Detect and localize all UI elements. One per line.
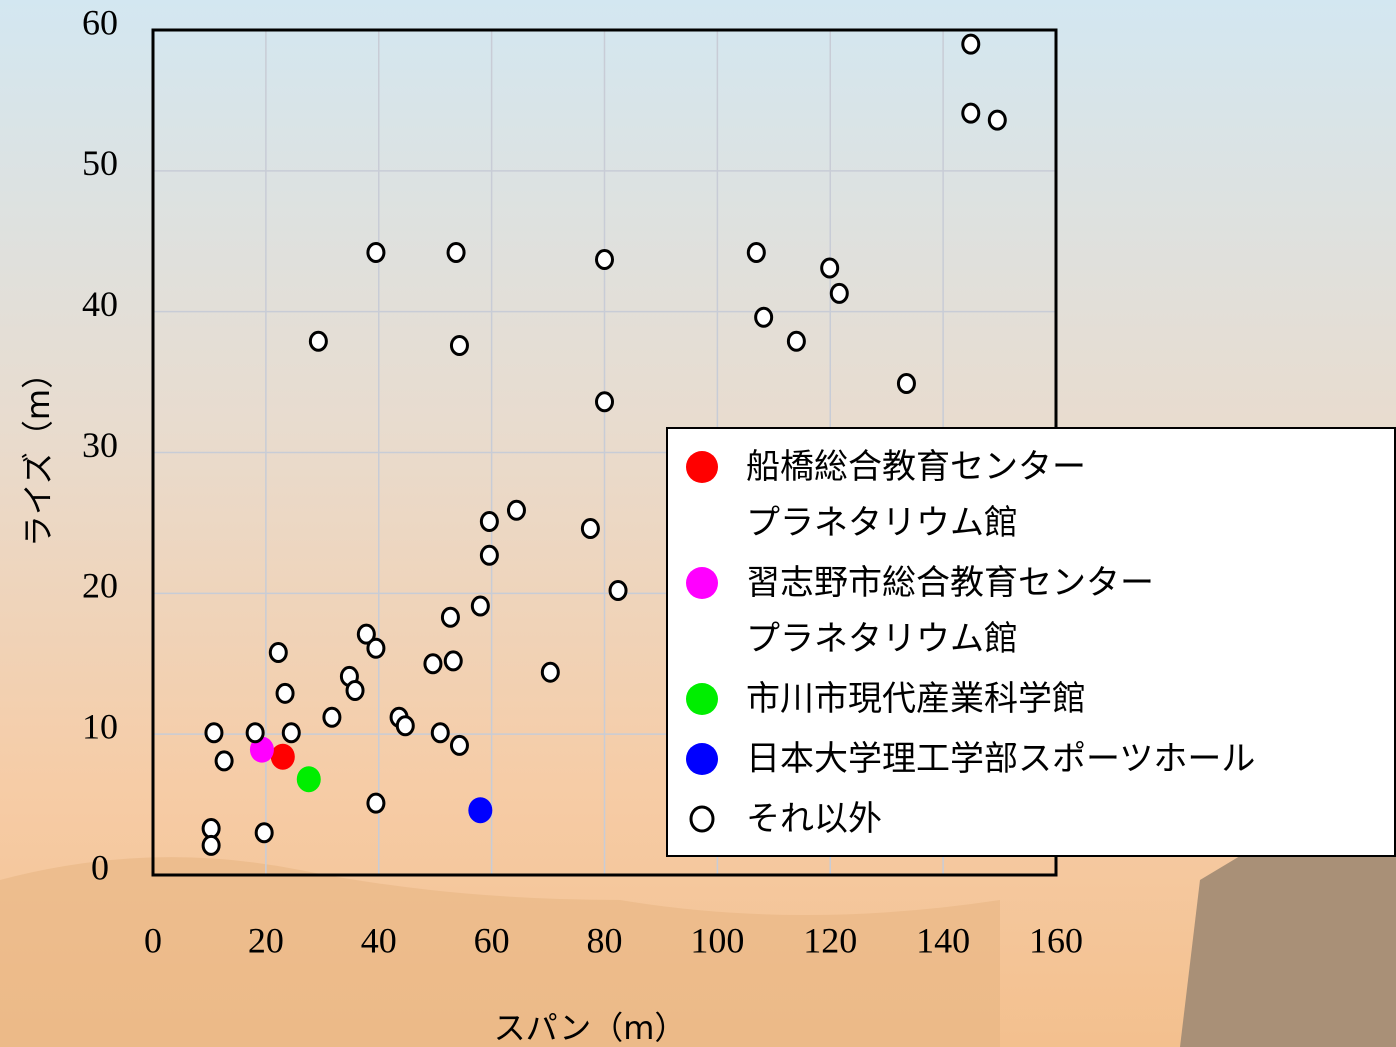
- x-tick-label: 160: [1029, 920, 1083, 960]
- data-point: [820, 257, 840, 279]
- legend-marker: [686, 567, 718, 599]
- data-point: [987, 109, 1007, 131]
- data-point: [201, 834, 221, 856]
- x-axis-title: スパン（m）: [494, 1009, 687, 1047]
- legend-label: 市川市現代産業科学館: [746, 679, 1086, 719]
- data-point: [214, 750, 234, 772]
- legend-entry: 日本大学理工学部スポーツホール: [682, 731, 1374, 787]
- legend-swatch: [686, 683, 718, 715]
- data-point: [395, 715, 415, 737]
- legend-marker: [686, 683, 718, 715]
- data-point: [608, 580, 628, 602]
- legend-label: それ以外: [746, 799, 882, 839]
- plot: 0 20 40 60 80 100 120 140 160 0 10 20 30 40 50 60: [82, 2, 1083, 960]
- data-point: [746, 242, 766, 264]
- legend-marker: [686, 743, 718, 775]
- x-tick-label: 40: [361, 920, 397, 960]
- y-axis-title: ライズ（m）: [19, 357, 57, 547]
- legend-label: 船橋総合教育センター プラネタリウム館: [746, 447, 1086, 543]
- data-point: [322, 706, 342, 728]
- legend-entry: 市川市現代産業科学館: [682, 671, 1374, 727]
- y-tick-label: 30: [82, 425, 118, 465]
- y-tick-label: 0: [91, 847, 109, 887]
- data-point: [580, 518, 600, 540]
- y-tick-label: 50: [82, 143, 118, 183]
- x-tick-label: 100: [690, 920, 744, 960]
- legend-swatch: [689, 805, 715, 833]
- data-point: [896, 372, 916, 394]
- data-point: [245, 722, 265, 744]
- data-point: [254, 822, 274, 844]
- data-point: [595, 249, 614, 271]
- legend-swatch: [686, 567, 718, 599]
- data-point: [308, 330, 328, 352]
- data-point: [961, 33, 981, 55]
- x-tick-label: 140: [916, 920, 970, 960]
- y-tick-label: 20: [82, 566, 118, 606]
- background-hill: [0, 857, 1000, 1047]
- data-point: [443, 650, 463, 672]
- data-point: [423, 653, 443, 675]
- x-tick-label: 120: [803, 920, 857, 960]
- data-point: [356, 623, 376, 645]
- data-point: [366, 637, 386, 659]
- data-point: [449, 734, 469, 756]
- data-point: [366, 242, 386, 264]
- data-point: [268, 641, 288, 663]
- x-tick-label: 80: [587, 920, 623, 960]
- data-point: [961, 102, 981, 124]
- legend-label: 習志野市総合教育センター プラネタリウム館: [746, 563, 1154, 659]
- data-point: [786, 330, 806, 352]
- y-tick-label: 40: [82, 284, 118, 324]
- data-point: [275, 682, 295, 704]
- legend-marker: [686, 451, 718, 483]
- legend-entry: 習志野市総合教育センター プラネタリウム館: [682, 555, 1374, 667]
- x-tick-label: 60: [474, 920, 510, 960]
- y-tick-label: 10: [82, 706, 118, 746]
- data-point: [446, 242, 466, 264]
- legend-marker: [689, 805, 715, 833]
- legend-swatch: [686, 743, 718, 775]
- data-point: [829, 282, 849, 304]
- legend-entry: それ以外: [682, 791, 1374, 847]
- data-point: [595, 391, 614, 413]
- data-point: [754, 306, 774, 328]
- x-tick-label: 20: [248, 920, 284, 960]
- data-point: [479, 544, 499, 566]
- data-point: [204, 722, 224, 744]
- data-point: [440, 606, 460, 628]
- legend-swatch: [686, 451, 718, 483]
- data-point: [468, 797, 493, 824]
- data-point: [540, 661, 560, 683]
- data-point: [470, 595, 490, 617]
- background-building: [1180, 800, 1396, 1047]
- data-point: [366, 792, 386, 814]
- y-tick-label: 60: [82, 2, 118, 42]
- legend: 船橋総合教育センター プラネタリウム館 習志野市総合教育センター プラネタリウム館…: [666, 427, 1396, 857]
- x-tick-label: 0: [144, 920, 162, 960]
- data-point: [506, 499, 526, 521]
- data-point: [449, 334, 469, 356]
- data-point: [201, 818, 221, 840]
- data-point: [479, 511, 499, 533]
- legend-entry: 船橋総合教育センター プラネタリウム館: [682, 439, 1374, 551]
- data-point: [345, 680, 365, 702]
- data-point: [430, 722, 450, 744]
- data-point: [270, 743, 295, 770]
- legend-label: 日本大学理工学部スポーツホール: [746, 739, 1256, 779]
- data-point: [281, 722, 301, 744]
- data-point: [296, 766, 321, 793]
